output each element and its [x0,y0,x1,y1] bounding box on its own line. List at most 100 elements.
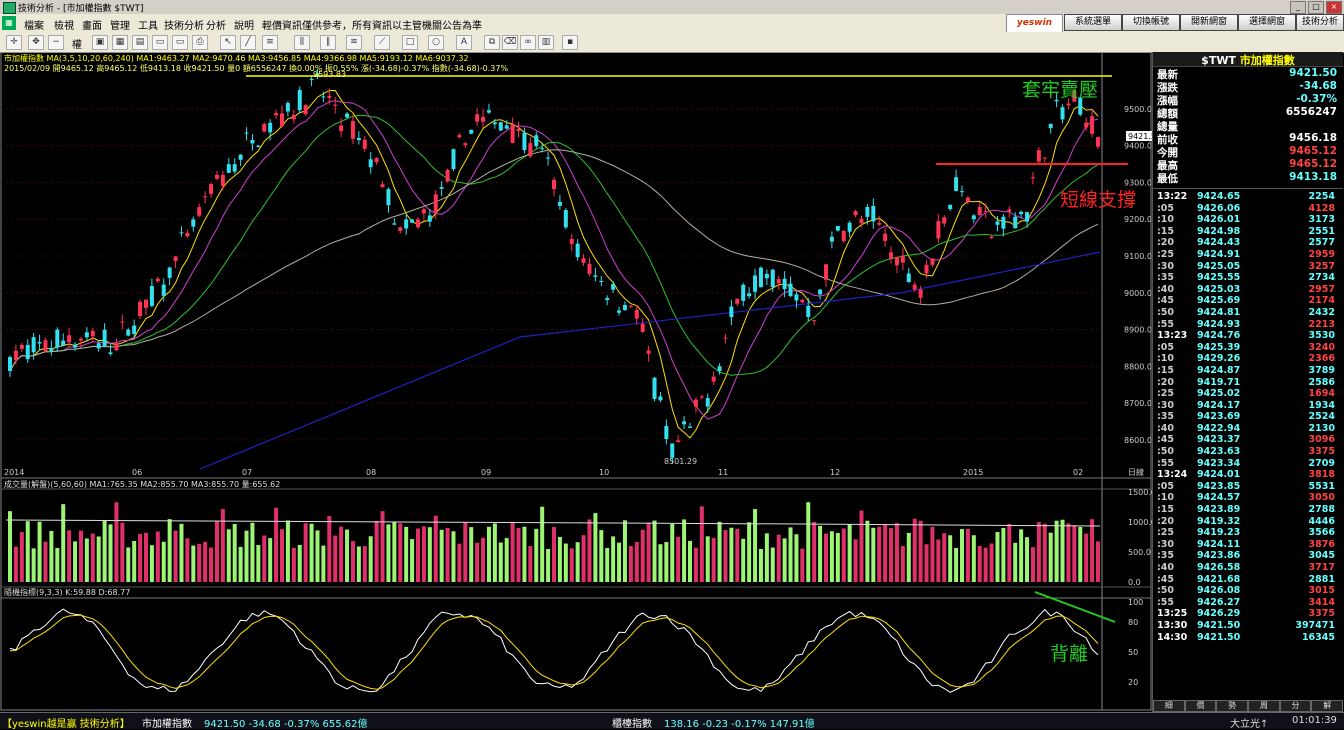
technical-chart[interactable]: 9500.0 9400.0 9300.0 9200.0 9100.0 9000.0 8900… [0,52,1152,712]
color-icon[interactable]: ▣ [92,35,108,50]
tick-row[interactable]: :30 9424.11 3876 [1153,539,1343,551]
tick-row[interactable]: :25 9419.23 3566 [1153,527,1343,539]
copy-icon[interactable]: ⧉ [484,35,500,50]
maximize-button[interactable]: □ [1308,1,1324,14]
tab-analysis[interactable]: 解 [1311,700,1344,712]
tick-row[interactable]: :05 9425.39 3240 [1153,342,1343,354]
tab-week[interactable]: 周 [1248,700,1280,712]
zoom-out-icon[interactable]: − [48,35,64,50]
move-icon[interactable]: ✥ [28,35,44,50]
tick-row[interactable]: :35 9423.86 3045 [1153,550,1343,562]
tab-price[interactable]: 價 [1184,700,1217,712]
tick-row[interactable]: :50 9424.81 2432 [1153,307,1343,319]
tick-row[interactable]: 13:30 9421.50 397471 [1153,620,1343,632]
tick-row[interactable]: :55 9424.93 2213 [1153,319,1343,331]
tick-row[interactable]: :25 9425.02 1694 [1153,388,1343,400]
tick-row[interactable]: :10 9426.01 3173 [1153,214,1343,226]
tick-row[interactable]: :30 9424.17 1934 [1153,400,1343,412]
chart-icon[interactable]: ▤ [132,35,148,50]
tick-row[interactable]: :35 9425.55 2734 [1153,272,1343,284]
menu-view[interactable]: 檢視 [54,21,74,32]
volume-bar [333,535,338,582]
tick-row[interactable]: :30 9425.05 3257 [1153,261,1343,273]
chart-frame [0,52,1152,711]
fibo-tool-icon[interactable]: ≋ [346,35,362,50]
tick-row[interactable]: 14:30 9421.50 16345 [1153,632,1343,644]
tick-row[interactable]: 13:22 9424.65 2254 [1153,191,1343,203]
tick-row[interactable]: :45 9425.69 2174 [1153,295,1343,307]
minimize-button[interactable]: _ [1290,1,1306,14]
tick-row[interactable]: :45 9423.37 3096 [1153,434,1343,446]
tick-row[interactable]: :40 9426.58 3717 [1153,562,1343,574]
tick-row[interactable]: :40 9425.03 2957 [1153,284,1343,296]
tick-row[interactable]: :10 9429.26 2366 [1153,353,1343,365]
tick-row[interactable]: :40 9422.94 2130 [1153,423,1343,435]
technical-analysis-button[interactable]: 技術分析 [1296,14,1344,31]
tick-row[interactable]: :10 9424.57 3050 [1153,492,1343,504]
tick-row[interactable]: :25 9424.91 2959 [1153,249,1343,261]
tick-row[interactable]: :50 9426.08 3015 [1153,585,1343,597]
tick-row[interactable]: :55 9423.34 2709 [1153,458,1343,470]
rect-tool-icon[interactable]: □ [402,35,418,50]
text-tool-icon[interactable]: A [456,35,472,50]
tab-detail[interactable]: 細 [1153,700,1185,712]
tick-row[interactable]: 13:24 9424.01 3818 [1153,469,1343,481]
menu-manage[interactable]: 管理 [110,21,130,32]
tick-row[interactable]: :15 9423.89 2788 [1153,504,1343,516]
menu-screen[interactable]: 畫面 [82,21,102,32]
volume-bar [989,543,994,582]
fan-tool-icon[interactable]: ⟋ [374,35,390,50]
tick-row[interactable]: 13:23 9424.76 3530 [1153,330,1343,342]
palette-icon[interactable]: ▥ [538,35,554,50]
tick-row[interactable]: :15 9424.87 3789 [1153,365,1343,377]
menu-help[interactable]: 說明 [234,21,254,32]
save-icon[interactable]: ▪ [562,35,578,50]
candle-body [723,337,728,339]
bars-tool-icon[interactable]: ⫼ [294,35,310,50]
layout2-icon[interactable]: ▭ [172,35,188,50]
tick-row[interactable]: :55 9426.27 3414 [1153,597,1343,609]
new-window-button[interactable]: 開新網窗 [1180,14,1238,31]
app-icon [3,2,16,14]
candle-body [90,330,95,337]
tab-minute[interactable]: 分 [1279,700,1312,712]
tab-trend[interactable]: 勢 [1216,700,1249,712]
parallel-tool-icon[interactable]: ∥ [320,35,336,50]
link-icon[interactable]: ∞ [520,35,536,50]
erase-icon[interactable]: ⌫ [502,35,518,50]
menu-tools[interactable]: 工具 [138,21,158,32]
ellipse-tool-icon[interactable]: ○ [428,35,444,50]
line-tool-icon[interactable]: ╱ [240,35,256,50]
tick-row[interactable]: :05 9426.06 4128 [1153,203,1343,215]
tick-row[interactable]: :20 9419.32 4446 [1153,516,1343,528]
volume-bar [758,548,763,582]
menu-logo-icon[interactable]: ▦ [2,16,16,30]
menu-analysis[interactable]: 分析 [206,21,226,32]
select-window-button[interactable]: 選擇網窗 [1238,14,1296,31]
tick-row[interactable]: :45 9421.68 2881 [1153,574,1343,586]
layout-icon[interactable]: ▭ [152,35,168,50]
volume-bar [753,509,758,582]
crosshair-icon[interactable]: ✛ [6,35,22,50]
tick-row[interactable]: :50 9423.63 3375 [1153,446,1343,458]
tick-row[interactable]: :15 9424.98 2551 [1153,226,1343,238]
tick-row[interactable]: :35 9423.69 2524 [1153,411,1343,423]
close-button[interactable]: × [1326,1,1342,14]
menu-file[interactable]: 檔案 [24,21,44,32]
tick-time: :10 [1157,353,1175,365]
menu-technical[interactable]: 技術分析 [164,21,204,32]
hline-tool-icon[interactable]: ≡ [262,35,278,50]
tick-row[interactable]: 13:25 9426.29 3375 [1153,608,1343,620]
volume-bar [457,543,462,582]
tick-row[interactable]: :20 9424.43 2577 [1153,237,1343,249]
tick-list[interactable]: 13:22 9424.65 2254:05 9426.06 4128:10 9426.01… [1153,191,1343,643]
select-tool-icon[interactable]: ↖ [220,35,236,50]
grid-icon[interactable]: ▦ [112,35,128,50]
tick-row[interactable]: :20 9419.71 2586 [1153,377,1343,389]
switch-account-button[interactable]: 切換帳號 [1122,14,1180,31]
tick-row[interactable]: :05 9423.85 5531 [1153,481,1343,493]
period-select[interactable]: 權 [72,40,82,51]
print-icon[interactable]: ⎙ [192,35,208,50]
volume-bar [693,547,698,582]
system-menu-button[interactable]: 系統選單 [1064,14,1122,31]
